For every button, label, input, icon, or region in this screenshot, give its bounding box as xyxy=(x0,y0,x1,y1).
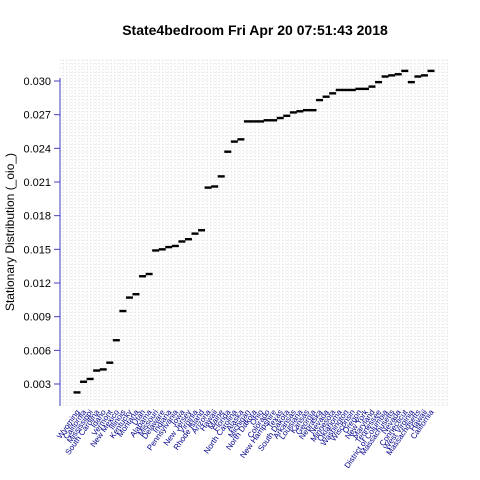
data-point xyxy=(178,240,186,243)
y-axis-label: Stationary Distribution (_oio_) xyxy=(3,153,17,311)
data-point xyxy=(165,245,173,249)
data-point xyxy=(361,87,369,91)
data-point xyxy=(289,111,297,114)
data-point xyxy=(270,119,278,122)
data-point xyxy=(309,108,317,112)
y-tick-label: 0.024 xyxy=(23,143,51,155)
data-point xyxy=(401,69,409,73)
grid xyxy=(60,59,450,406)
data-point xyxy=(211,185,219,188)
data-point xyxy=(86,377,94,381)
data-point xyxy=(230,140,238,143)
data-point xyxy=(263,119,271,122)
data-point xyxy=(276,116,284,120)
data-point xyxy=(420,74,428,77)
data-point xyxy=(243,120,251,123)
data-point xyxy=(407,80,415,84)
data-point xyxy=(257,120,265,123)
data-point xyxy=(375,80,383,84)
y-tick-label: 0.006 xyxy=(23,345,51,357)
y-tick-label: 0.021 xyxy=(23,177,51,189)
data-point xyxy=(139,275,147,278)
y-tick-label: 0.030 xyxy=(23,76,51,88)
data-point xyxy=(224,150,232,153)
y-tick-label: 0.012 xyxy=(23,278,51,290)
y-tick-label: 0.027 xyxy=(23,110,51,122)
data-point xyxy=(283,114,291,117)
data-point xyxy=(329,92,337,95)
data-point xyxy=(106,361,114,364)
y-tick-label: 0.009 xyxy=(23,312,51,324)
data-point xyxy=(132,293,140,296)
data-point xyxy=(80,380,88,383)
data-point xyxy=(99,368,107,371)
data-point xyxy=(145,272,153,276)
data-point xyxy=(302,108,310,112)
data-point xyxy=(171,244,179,248)
data-point xyxy=(204,186,212,189)
data-point xyxy=(322,95,330,98)
chart-title: State4bedroom Fri Apr 20 07:51:43 2018 xyxy=(122,22,388,38)
data-point xyxy=(125,296,133,299)
data-point xyxy=(158,248,166,251)
y-tick-label: 0.003 xyxy=(23,379,51,391)
y-tick-label: 0.015 xyxy=(23,244,51,256)
data-point xyxy=(355,87,363,91)
data-point xyxy=(414,75,422,78)
data-point xyxy=(250,120,258,123)
data-point xyxy=(381,75,389,78)
data-point xyxy=(342,88,350,92)
data-point xyxy=(237,138,245,141)
data-point xyxy=(394,73,402,76)
data-point xyxy=(152,249,160,252)
data-point xyxy=(184,238,192,241)
data-point xyxy=(368,85,376,88)
data-point xyxy=(73,391,81,394)
data-point xyxy=(335,88,343,92)
data-point xyxy=(427,69,435,73)
data-point xyxy=(93,369,101,372)
data-point xyxy=(112,339,120,342)
data-point xyxy=(316,98,324,102)
data-point xyxy=(217,175,225,178)
data-points xyxy=(73,69,435,394)
y-axis: 0.003 0.006 0.009 0.012 0.015 0.018 0.021 0.024… xyxy=(23,76,61,406)
data-point xyxy=(198,229,206,232)
data-point xyxy=(119,309,127,313)
data-point xyxy=(191,232,199,235)
data-point xyxy=(348,88,356,92)
data-point xyxy=(296,110,304,113)
y-tick-label: 0.018 xyxy=(23,211,51,223)
data-point xyxy=(388,74,396,77)
